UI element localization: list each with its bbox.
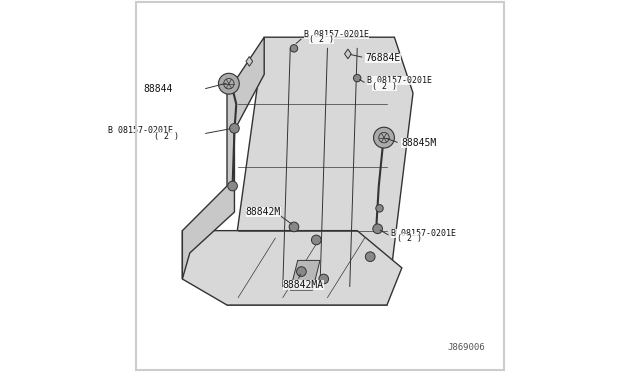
Circle shape [291, 45, 298, 52]
Text: B 08157-0201E: B 08157-0201E [108, 126, 173, 135]
Circle shape [228, 181, 237, 191]
Text: B 08157-0201E: B 08157-0201E [392, 229, 456, 238]
Text: 76884E: 76884E [365, 53, 401, 62]
Polygon shape [291, 260, 320, 290]
Circle shape [218, 73, 239, 94]
Polygon shape [246, 57, 253, 66]
Circle shape [312, 235, 321, 245]
Circle shape [376, 205, 383, 212]
Text: 88845M: 88845M [401, 138, 436, 148]
Polygon shape [182, 37, 264, 279]
Circle shape [374, 127, 394, 148]
Circle shape [319, 274, 328, 284]
Text: B 08157-0201E: B 08157-0201E [367, 76, 432, 85]
Circle shape [296, 267, 306, 276]
Circle shape [230, 124, 239, 133]
Text: 88842MA: 88842MA [283, 280, 324, 289]
Circle shape [353, 74, 361, 82]
Polygon shape [344, 49, 351, 59]
Text: 88842M: 88842M [246, 207, 281, 217]
Circle shape [289, 222, 299, 232]
Polygon shape [182, 231, 402, 305]
Circle shape [365, 252, 375, 262]
Text: 88844: 88844 [144, 84, 173, 94]
Text: ( 2 ): ( 2 ) [154, 132, 179, 141]
Text: ( 2 ): ( 2 ) [397, 234, 422, 243]
Text: B 08157-0201E: B 08157-0201E [303, 30, 369, 39]
Text: J869006: J869006 [448, 343, 486, 352]
Circle shape [373, 224, 383, 234]
Text: ( 2 ): ( 2 ) [372, 82, 397, 91]
Text: ( 2 ): ( 2 ) [309, 35, 334, 44]
Polygon shape [227, 37, 413, 305]
